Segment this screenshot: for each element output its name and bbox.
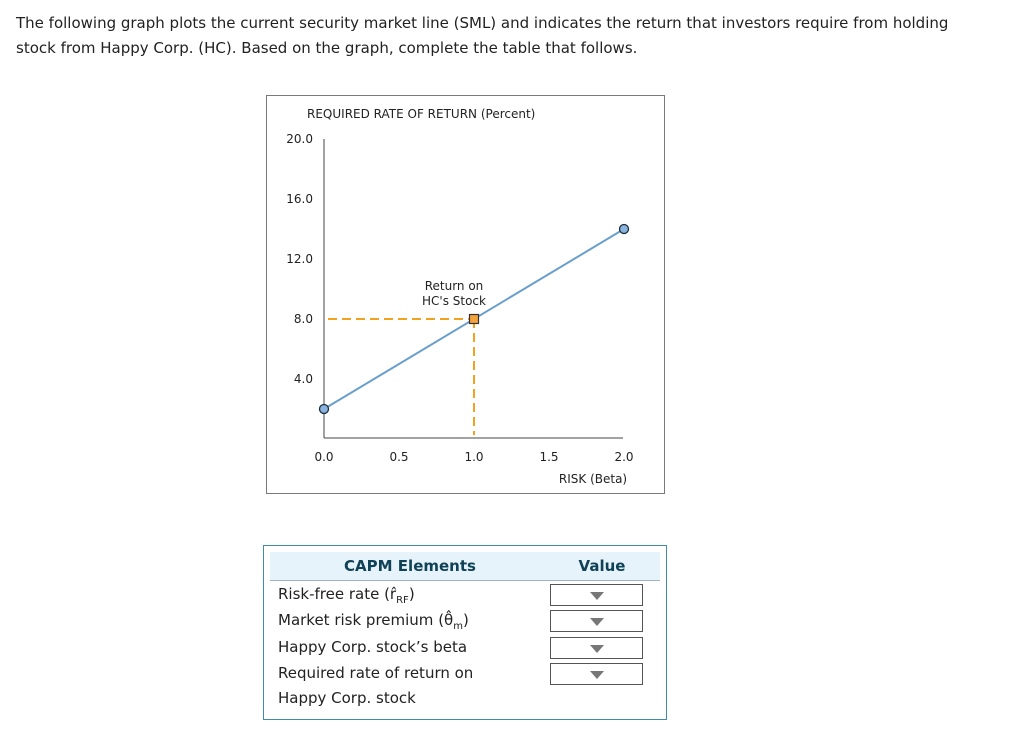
- hc-stock-marker[interactable]: [468, 313, 480, 325]
- sml-end-point[interactable]: [618, 223, 630, 235]
- header-value: Value: [578, 557, 626, 575]
- row-stock-beta-label: Happy Corp. stock’s beta: [278, 638, 468, 656]
- chevron-down-icon: [590, 592, 604, 600]
- market-risk-premium-dropdown[interactable]: [550, 610, 643, 632]
- header-capm-elements: CAPM Elements: [344, 557, 476, 575]
- x-tick-label: 0.5: [389, 450, 408, 464]
- sml-start-point[interactable]: [318, 403, 330, 415]
- y-tick-label: 8.0: [294, 312, 313, 326]
- y-tick-label: 16.0: [286, 192, 313, 206]
- stock-beta-dropdown[interactable]: [550, 637, 643, 659]
- hc-annotation-line-1: Return on: [425, 279, 484, 293]
- x-tick-label: 1.5: [539, 450, 558, 464]
- row-market-risk-premium-suffix: ): [462, 611, 469, 629]
- x-tick-label: 0.0: [314, 450, 333, 464]
- x-tick-label: 2.0: [614, 450, 633, 464]
- x-tick-label: 1.0: [464, 450, 483, 464]
- y-tick-label: 4.0: [294, 372, 313, 386]
- chevron-down-icon: [590, 618, 604, 626]
- risk-free-rate-dropdown[interactable]: [550, 584, 643, 606]
- row-risk-free-rate-label: Risk-free rate (r̂: [278, 585, 397, 603]
- row-market-risk-premium: Market risk premium (θ̂m): [278, 611, 548, 632]
- row-required-return: Required rate of return on: [278, 664, 548, 682]
- chevron-down-icon: [590, 671, 604, 679]
- capm-table: CAPM Elements Value Risk-free rate (r̂RF…: [263, 545, 667, 720]
- y-tick-label: 12.0: [286, 252, 313, 266]
- row-market-risk-premium-label: Market risk premium (θ̂: [278, 611, 454, 629]
- hc-annotation-line-2: HC's Stock: [422, 294, 486, 308]
- row-risk-free-rate-sub: RF: [396, 595, 409, 606]
- required-return-dropdown[interactable]: [550, 663, 643, 685]
- row-risk-free-rate-suffix: ): [408, 585, 415, 603]
- row-required-return-line-2: Happy Corp. stock: [278, 689, 416, 707]
- x-axis-label: RISK (Beta): [559, 472, 627, 486]
- intro-text: The following graph plots the current se…: [16, 14, 949, 57]
- row-required-return-label: Required rate of return on: [278, 664, 474, 682]
- row-stock-beta: Happy Corp. stock’s beta: [278, 638, 548, 656]
- row-market-risk-premium-sub: m: [453, 621, 463, 632]
- y-tick-label: 20.0: [286, 132, 313, 146]
- row-risk-free-rate: Risk-free rate (r̂RF): [278, 585, 548, 606]
- y-axis-label: REQUIRED RATE OF RETURN (Percent): [307, 107, 535, 121]
- sml-chart-svg: REQUIRED RATE OF RETURN (Percent) 20.0 16…: [286, 107, 633, 486]
- chevron-down-icon: [590, 645, 604, 653]
- sml-chart: REQUIRED RATE OF RETURN (Percent) 20.0 16…: [266, 95, 665, 494]
- capm-table-header: CAPM Elements Value: [270, 552, 660, 581]
